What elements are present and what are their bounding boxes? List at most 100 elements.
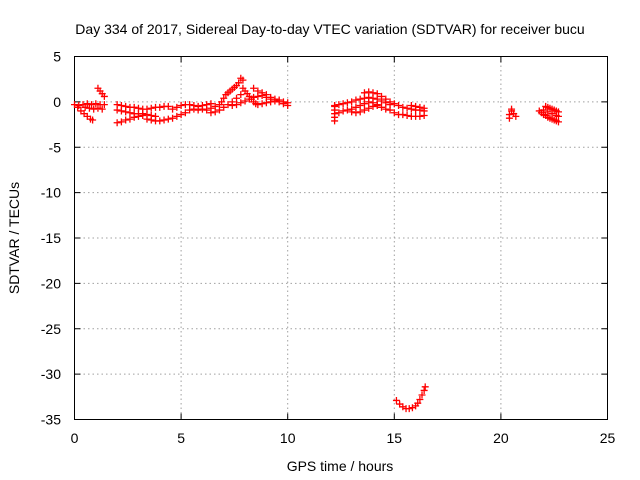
data-point — [117, 118, 125, 126]
data-point — [407, 102, 415, 110]
data-point — [356, 108, 364, 116]
data-point — [352, 109, 360, 117]
data-point — [386, 98, 394, 106]
data-point — [414, 399, 422, 407]
data-point — [218, 98, 226, 106]
data-point — [75, 102, 83, 110]
data-point — [505, 111, 513, 119]
data-point — [356, 102, 364, 110]
data-point — [198, 105, 206, 113]
data-point — [122, 116, 130, 124]
data-point — [130, 103, 138, 111]
data-point — [258, 89, 266, 97]
x-tick-label: 25 — [600, 430, 616, 446]
data-point — [284, 102, 292, 110]
data-point — [113, 106, 121, 114]
data-point — [348, 108, 356, 116]
data-point — [544, 108, 552, 116]
data-point — [203, 106, 211, 114]
data-point — [134, 112, 142, 120]
data-point — [143, 115, 151, 123]
y-tick-label: -15 — [41, 230, 61, 246]
data-point — [343, 99, 351, 107]
data-point — [164, 102, 172, 110]
data-point — [343, 106, 351, 114]
data-point — [373, 102, 381, 110]
y-tick-label: -35 — [41, 412, 61, 428]
data-point — [540, 106, 548, 114]
data-point — [88, 101, 96, 109]
data-point — [233, 94, 241, 102]
data-point — [331, 102, 339, 110]
data-point — [335, 109, 343, 117]
y-tick-label: -30 — [41, 366, 61, 382]
data-point — [254, 101, 262, 109]
data-point — [548, 110, 556, 118]
data-point — [169, 114, 177, 122]
data-point — [89, 116, 97, 124]
tick-labels: 0 5 10 15 20 25 5 0 -5 -10 -15 -20 -25 -30 -35 — [41, 49, 616, 447]
data-point — [258, 100, 266, 108]
data-point — [113, 119, 121, 127]
x-tick-label: 15 — [387, 430, 403, 446]
data-point — [181, 109, 189, 117]
data-point — [85, 104, 93, 112]
data-point — [177, 111, 185, 119]
data-point — [418, 391, 426, 399]
data-point — [92, 100, 100, 108]
data-point — [147, 104, 155, 112]
data-point — [267, 98, 275, 106]
data-point — [365, 104, 373, 112]
data-point — [262, 99, 270, 107]
data-point — [262, 91, 270, 99]
y-tick-label: -25 — [41, 321, 61, 337]
data-point — [403, 111, 411, 119]
data-point — [416, 396, 424, 404]
data-point — [378, 92, 386, 100]
data-point — [147, 116, 155, 124]
data-point — [241, 97, 249, 105]
data-point — [360, 106, 368, 114]
data-point — [392, 396, 400, 404]
y-tick-label: -20 — [41, 275, 61, 291]
data-point — [117, 107, 125, 115]
data-point — [360, 89, 368, 97]
data-point — [403, 104, 411, 112]
data-point — [169, 105, 177, 113]
data-point — [348, 98, 356, 106]
data-point — [177, 102, 185, 110]
x-tick-label: 5 — [177, 430, 185, 446]
data-point — [369, 102, 377, 110]
data-point — [275, 98, 283, 106]
data-point — [352, 96, 360, 104]
data-point — [100, 101, 108, 109]
data-point — [360, 100, 368, 108]
data-point — [279, 100, 287, 108]
data-point — [339, 100, 347, 108]
data-point — [220, 103, 228, 111]
data-point — [512, 112, 520, 120]
data-point — [100, 92, 108, 100]
data-point — [365, 88, 373, 96]
data-point — [250, 84, 258, 92]
data-point — [382, 95, 390, 103]
chart-title: Day 334 of 2017, Sidereal Day-to-day VTE… — [75, 21, 584, 37]
data-point — [237, 99, 245, 107]
data-point — [254, 87, 262, 95]
data-point — [356, 95, 364, 103]
data-point — [228, 102, 236, 110]
data-point — [508, 105, 516, 113]
data-point — [83, 100, 91, 108]
data-point — [250, 93, 258, 101]
data-point — [156, 117, 164, 125]
data-point — [386, 106, 394, 114]
data-point — [335, 101, 343, 109]
data-point — [164, 115, 172, 123]
data-point — [90, 105, 98, 113]
data-point — [94, 104, 102, 112]
data-point — [405, 405, 413, 413]
data-point — [271, 97, 279, 105]
data-point — [339, 107, 347, 115]
data-point — [382, 105, 390, 113]
